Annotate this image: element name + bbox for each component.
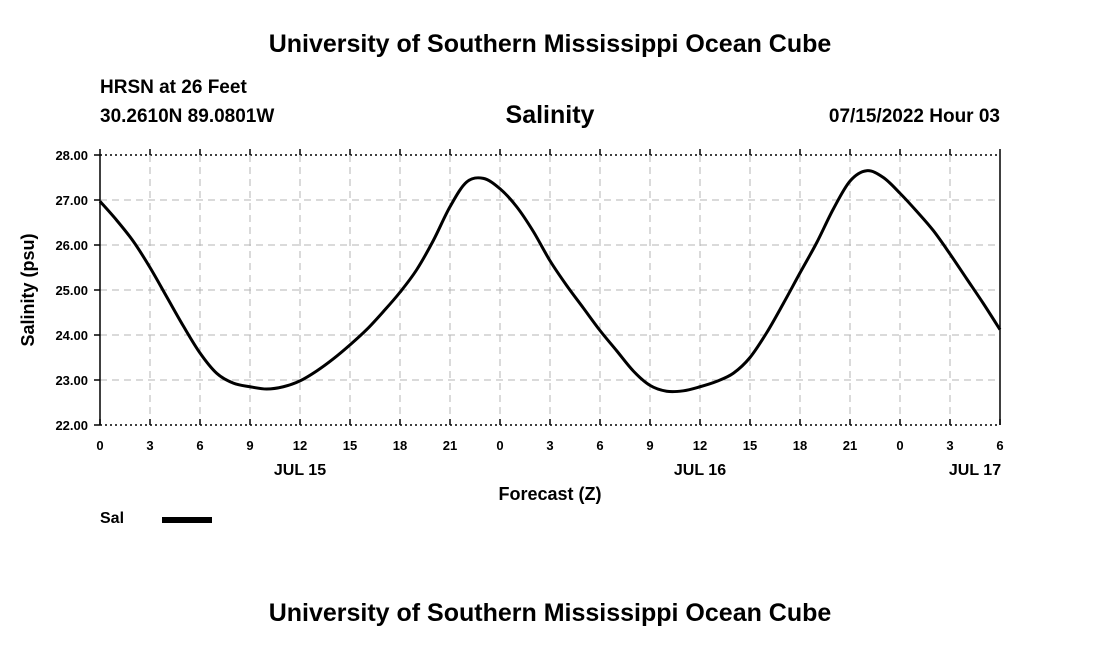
station-label: HRSN at 26 Feet xyxy=(100,77,247,98)
x-tick-label: 12 xyxy=(693,438,707,453)
axis-labels: 22.00 23.00 24.00 25.00 26.00 27.00 28.00 0 3 6 9 1… xyxy=(18,148,1004,504)
y-tick-label: 27.00 xyxy=(55,193,88,208)
series-line-sal xyxy=(98,169,1002,394)
x-tick-label: 0 xyxy=(496,438,503,453)
x-tick-label: 12 xyxy=(293,438,307,453)
x-tick-label: 18 xyxy=(393,438,407,453)
footer-title: University of Southern Mississippi Ocean… xyxy=(268,599,832,627)
x-tick-label: 0 xyxy=(96,438,103,453)
date-label: JUL 15 xyxy=(274,462,326,479)
x-tick-label: 15 xyxy=(743,438,757,453)
x-tick-label: 21 xyxy=(843,438,857,453)
legend-swatch xyxy=(162,517,212,523)
y-tick-label: 23.00 xyxy=(55,373,88,388)
x-tick-label: 21 xyxy=(443,438,457,453)
y-tick-label: 24.00 xyxy=(55,328,88,343)
y-tick-label: 28.00 xyxy=(55,148,88,163)
x-tick-label: 3 xyxy=(146,438,153,453)
x-tick-label: 15 xyxy=(343,438,357,453)
x-tick-label: 0 xyxy=(896,438,903,453)
x-tick-label: 18 xyxy=(793,438,807,453)
x-tick-label: 9 xyxy=(646,438,653,453)
x-tick-label: 6 xyxy=(596,438,603,453)
chart-title: Salinity xyxy=(505,101,595,129)
axes xyxy=(94,149,1001,426)
y-tick-label: 26.00 xyxy=(55,238,88,253)
datetime-label: 07/15/2022 Hour 03 xyxy=(828,106,1000,127)
page-title: University of Southern Mississippi Ocean… xyxy=(268,30,832,58)
legend-label: Sal xyxy=(100,510,125,527)
x-tick-label: 6 xyxy=(996,438,1003,453)
y-tick-label: 25.00 xyxy=(55,283,88,298)
x-tick-label: 3 xyxy=(546,438,553,453)
x-tick-label: 6 xyxy=(196,438,203,453)
x-axis-title: Forecast (Z) xyxy=(498,484,601,504)
x-tick-label: 9 xyxy=(246,438,253,453)
y-tick-label: 22.00 xyxy=(55,418,88,433)
date-label: JUL 17 xyxy=(949,462,1001,479)
series xyxy=(98,169,1002,394)
coordinates-label: 30.2610N 89.0801W xyxy=(100,106,275,127)
x-tick-label: 3 xyxy=(946,438,953,453)
y-axis-title: Salinity (psu) xyxy=(18,233,38,346)
date-label: JUL 16 xyxy=(674,462,726,479)
